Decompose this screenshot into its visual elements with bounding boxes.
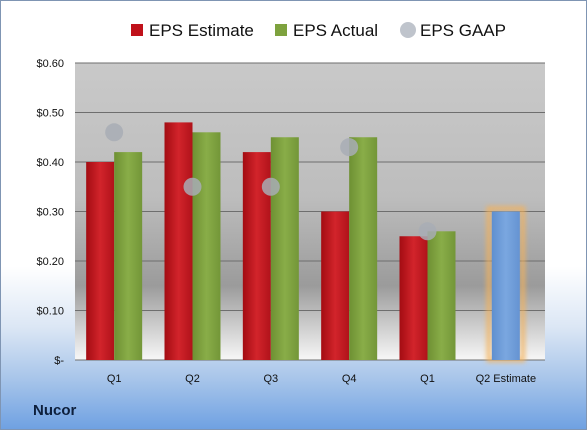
y-tick-label: $- — [54, 355, 64, 367]
bar-eps-forecast — [491, 211, 520, 360]
bar-eps-actual — [114, 152, 143, 360]
y-tick-label: $0.10 — [36, 306, 64, 318]
y-tick-label: $0.40 — [36, 157, 64, 169]
legend-swatch-square — [131, 24, 143, 36]
legend-swatch-square — [275, 24, 287, 36]
legend: EPS Estimate EPS Actual EPS GAAP — [131, 21, 506, 40]
legend-label: EPS Actual — [293, 21, 378, 40]
y-tick-label: $0.30 — [36, 207, 64, 219]
bar-eps-actual — [192, 132, 221, 360]
bars — [86, 122, 526, 363]
gaap-markers — [105, 123, 437, 241]
y-tick-label: $0.60 — [36, 58, 64, 70]
bar-eps-actual — [427, 231, 456, 360]
gridlines — [75, 62, 545, 361]
company-name: Nucor — [33, 402, 77, 419]
y-tick-label: $0.20 — [36, 256, 64, 268]
bar-eps-actual — [270, 137, 299, 360]
x-tick-label: Q4 — [342, 373, 357, 385]
y-tick-label: $0.50 — [36, 108, 64, 120]
bar-eps-actual — [349, 137, 378, 360]
gaap-marker — [418, 222, 437, 241]
x-tick-label: Q3 — [263, 373, 278, 385]
bar-eps-estimate — [164, 122, 193, 361]
x-tick-label: Q1 — [107, 373, 122, 385]
legend-swatch-circle — [400, 22, 416, 38]
bar-eps-estimate — [399, 236, 428, 360]
legend-label: EPS Estimate — [149, 21, 254, 40]
x-tick-label: Q2 Estimate — [476, 373, 537, 385]
x-tick-label: Q1 — [420, 373, 435, 385]
x-tick-label: Q2 — [185, 373, 200, 385]
gaap-marker — [340, 138, 359, 157]
bar-eps-estimate — [321, 211, 350, 360]
bar-eps-estimate — [86, 162, 115, 360]
gaap-marker — [183, 177, 202, 196]
gaap-marker — [105, 123, 124, 142]
gaap-marker — [261, 177, 280, 196]
y-axis-ticks: $- $0.10 $0.20 $0.30 $0.40 $0.50 $0.60 — [36, 58, 64, 367]
x-axis-ticks: Q1 Q2 Q3 Q4 Q1 Q2 Estimate — [107, 373, 536, 385]
legend-label: EPS GAAP — [420, 21, 506, 40]
